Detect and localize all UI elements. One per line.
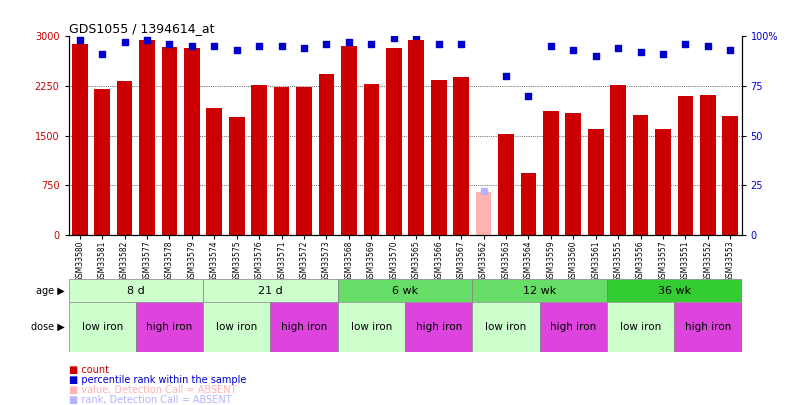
Point (634, 49, 647, 55)
Point (612, 45, 625, 51)
Bar (117, 81, 132, 235)
Text: 36 wk: 36 wk (658, 286, 691, 296)
Bar (543, 111, 559, 235)
Bar (607, 302, 675, 352)
Point (432, 41, 445, 48)
Point (409, 33, 422, 40)
Point (185, 43, 198, 50)
Point (589, 53, 602, 60)
Text: high iron: high iron (416, 322, 462, 332)
Bar (69, 279, 203, 302)
Bar (203, 279, 338, 302)
Text: low iron: low iron (620, 322, 661, 332)
Text: low iron: low iron (351, 322, 392, 332)
Point (253, 43, 266, 50)
Bar (139, 40, 155, 235)
Bar (135, 302, 203, 352)
Bar (318, 74, 334, 235)
Bar (341, 47, 357, 235)
Text: high iron: high iron (550, 322, 596, 332)
Bar (297, 87, 312, 235)
Text: ■ rank, Detection Call = ABSENT: ■ rank, Detection Call = ABSENT (69, 395, 231, 405)
Point (365, 41, 378, 48)
Bar (338, 302, 405, 352)
Bar (607, 279, 742, 302)
Bar (610, 85, 626, 235)
Text: age ▶: age ▶ (35, 286, 64, 296)
Bar (94, 90, 110, 235)
Point (73, 37, 86, 44)
Bar (206, 108, 222, 235)
Bar (251, 85, 267, 235)
Text: high iron: high iron (281, 322, 327, 332)
Text: ■ count: ■ count (69, 364, 109, 375)
Text: 8 d: 8 d (127, 286, 145, 296)
Bar (678, 96, 693, 235)
Bar (540, 302, 607, 352)
Point (163, 41, 176, 48)
Point (455, 41, 467, 48)
Bar (184, 48, 200, 235)
Bar (431, 80, 447, 235)
Point (388, 35, 401, 42)
Bar (271, 302, 338, 352)
Point (701, 43, 714, 50)
Bar (588, 129, 604, 235)
Point (297, 45, 310, 51)
Point (320, 41, 333, 48)
Point (275, 43, 288, 50)
Point (657, 51, 670, 58)
Bar (472, 302, 540, 352)
Bar (472, 279, 607, 302)
Bar (521, 173, 536, 235)
Bar (274, 87, 289, 235)
Bar (72, 45, 88, 235)
Text: low iron: low iron (81, 322, 123, 332)
Text: 12 wk: 12 wk (523, 286, 556, 296)
Bar (674, 302, 742, 352)
Bar (700, 95, 716, 235)
Point (522, 93, 535, 99)
Text: low iron: low iron (216, 322, 257, 332)
Point (477, 188, 490, 194)
Text: GDS1055 / 1394614_at: GDS1055 / 1394614_at (69, 22, 214, 35)
Bar (162, 47, 177, 235)
Point (500, 73, 513, 79)
Point (118, 39, 131, 46)
Point (724, 47, 737, 53)
Point (140, 37, 153, 44)
Point (231, 47, 243, 53)
Text: low iron: low iron (485, 322, 526, 332)
Bar (655, 129, 671, 235)
Bar (69, 302, 135, 352)
Point (567, 47, 580, 53)
Bar (338, 279, 472, 302)
Bar (364, 84, 379, 235)
Text: ■ percentile rank within the sample: ■ percentile rank within the sample (69, 375, 246, 385)
Bar (386, 48, 401, 235)
Bar (566, 113, 581, 235)
Point (208, 43, 221, 50)
Text: high iron: high iron (147, 322, 193, 332)
Point (96, 51, 109, 58)
Bar (498, 134, 513, 235)
Bar (229, 117, 244, 235)
Point (544, 43, 557, 50)
Bar (405, 302, 472, 352)
Bar (409, 40, 424, 235)
Text: 21 d: 21 d (258, 286, 283, 296)
Text: ■ value, Detection Call = ABSENT: ■ value, Detection Call = ABSENT (69, 385, 236, 395)
Text: 6 wk: 6 wk (392, 286, 418, 296)
Bar (476, 192, 492, 235)
Point (679, 41, 692, 48)
Bar (722, 116, 738, 235)
Bar (203, 302, 271, 352)
Bar (633, 115, 648, 235)
Bar (453, 77, 469, 235)
Point (343, 39, 355, 46)
Text: high iron: high iron (685, 322, 731, 332)
Text: dose ▶: dose ▶ (31, 322, 64, 332)
